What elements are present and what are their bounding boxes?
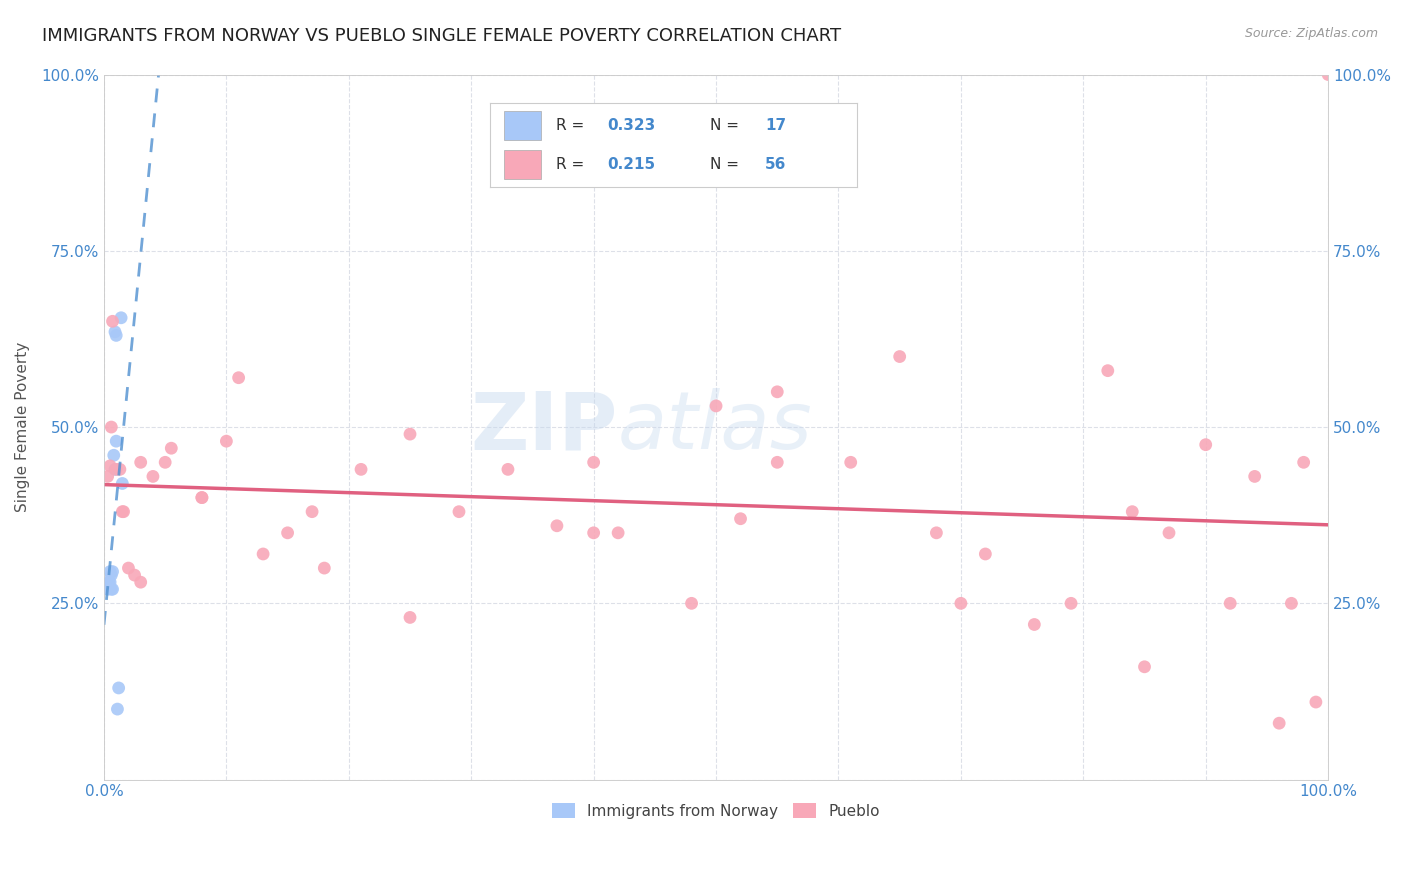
Point — [108, 462, 131, 476]
Point — [1060, 596, 1083, 610]
Point — [277, 525, 299, 540]
Point — [103, 448, 125, 462]
Point — [142, 469, 165, 483]
Point — [100, 568, 122, 582]
Point — [681, 596, 703, 610]
Point — [160, 441, 183, 455]
Point — [766, 384, 789, 399]
Point — [704, 399, 727, 413]
Point — [1268, 716, 1291, 731]
Point — [98, 565, 121, 579]
Point — [111, 476, 134, 491]
Point — [314, 561, 336, 575]
Point — [766, 455, 789, 469]
Point — [104, 325, 127, 339]
Point — [107, 702, 129, 716]
Point — [98, 575, 121, 590]
Point — [546, 518, 568, 533]
Point — [1133, 660, 1156, 674]
Point — [124, 568, 146, 582]
Point — [1097, 364, 1119, 378]
Point — [105, 328, 128, 343]
Point — [839, 455, 862, 469]
Point — [1024, 617, 1046, 632]
Point — [447, 505, 470, 519]
Point — [104, 462, 127, 476]
Text: ZIP: ZIP — [471, 388, 619, 466]
Legend: Immigrants from Norway, Pueblo: Immigrants from Norway, Pueblo — [546, 797, 886, 825]
Point — [101, 314, 124, 328]
Point — [1121, 505, 1143, 519]
Point — [105, 462, 128, 476]
Point — [889, 350, 911, 364]
Point — [117, 561, 139, 575]
Point — [105, 434, 128, 449]
Point — [228, 370, 250, 384]
Point — [399, 427, 422, 442]
Point — [107, 681, 129, 695]
Text: atlas: atlas — [619, 388, 813, 466]
Point — [607, 525, 630, 540]
Point — [252, 547, 274, 561]
Point — [1305, 695, 1327, 709]
Point — [129, 455, 152, 469]
Point — [191, 491, 214, 505]
Point — [153, 455, 176, 469]
Point — [350, 462, 373, 476]
Point — [496, 462, 519, 476]
Point — [97, 582, 120, 597]
Point — [112, 505, 135, 519]
Point — [100, 582, 122, 597]
Point — [730, 512, 752, 526]
Text: IMMIGRANTS FROM NORWAY VS PUEBLO SINGLE FEMALE POVERTY CORRELATION CHART: IMMIGRANTS FROM NORWAY VS PUEBLO SINGLE … — [42, 27, 841, 45]
Point — [1157, 525, 1180, 540]
Text: Source: ZipAtlas.com: Source: ZipAtlas.com — [1244, 27, 1378, 40]
Point — [1195, 438, 1218, 452]
Point — [101, 565, 124, 579]
Point — [111, 505, 134, 519]
Point — [100, 420, 122, 434]
Point — [110, 310, 132, 325]
Point — [582, 525, 605, 540]
Point — [949, 596, 972, 610]
Point — [1243, 469, 1265, 483]
Point — [191, 491, 214, 505]
Point — [97, 469, 120, 483]
Point — [101, 582, 124, 597]
Point — [215, 434, 238, 449]
Point — [129, 575, 152, 590]
Point — [1292, 455, 1315, 469]
Point — [974, 547, 997, 561]
Point — [399, 610, 422, 624]
Point — [301, 505, 323, 519]
Point — [582, 455, 605, 469]
Point — [1219, 596, 1241, 610]
Point — [98, 458, 121, 473]
Point — [97, 575, 120, 590]
Y-axis label: Single Female Poverty: Single Female Poverty — [15, 342, 30, 512]
Point — [925, 525, 948, 540]
Point — [1317, 68, 1340, 82]
Point — [1281, 596, 1303, 610]
